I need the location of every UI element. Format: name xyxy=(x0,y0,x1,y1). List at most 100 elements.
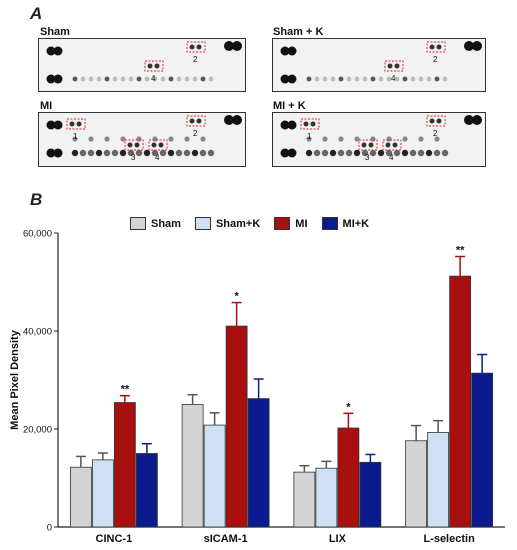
highlight-box xyxy=(66,118,86,130)
blot-title-sham: Sham xyxy=(40,26,70,38)
blot-array-spot xyxy=(143,149,151,157)
highlight-box xyxy=(300,118,320,130)
blot-array-spot xyxy=(345,149,353,157)
highlight-box xyxy=(124,139,144,151)
highlight-number: 4 xyxy=(391,74,396,83)
highlight-box xyxy=(426,115,446,127)
highlight-box xyxy=(358,139,378,151)
highlighted-spot xyxy=(147,63,153,69)
blot-array-spot xyxy=(425,149,433,157)
blot-array-spot xyxy=(306,76,312,82)
blot-array-spot xyxy=(433,149,441,157)
blot-array-spot xyxy=(167,149,175,157)
highlighted-spot xyxy=(189,118,195,124)
blot-array-spot xyxy=(175,149,183,157)
blot-reference-spot xyxy=(46,74,56,84)
blot-array-spot xyxy=(128,76,134,82)
legend-label-mi: MI xyxy=(295,217,308,230)
bar xyxy=(91,459,114,528)
panel-b-label: B xyxy=(30,190,43,209)
highlighted-spot xyxy=(189,44,195,50)
blot-array-spot xyxy=(79,149,87,157)
legend-item-sham-k: Sham+K xyxy=(194,217,260,230)
blot-array-spot xyxy=(338,76,344,82)
blot-array-spot xyxy=(370,136,376,142)
blot-reference-spot xyxy=(287,148,297,158)
blot-title-mi-k: MI + K xyxy=(273,100,306,112)
blot-array-spot xyxy=(192,76,198,82)
x-tick-label: CINC-1 xyxy=(96,533,133,545)
highlight-box xyxy=(382,139,402,151)
blot-array-spot xyxy=(71,149,79,157)
blot-array-spot xyxy=(322,136,328,142)
blot-array-spot xyxy=(88,136,94,142)
highlight-box xyxy=(384,60,404,72)
y-tick-label: 60,000 xyxy=(23,229,52,240)
bar xyxy=(293,471,316,528)
blot-array-spot xyxy=(80,76,86,82)
blot-reference-spot xyxy=(53,148,63,158)
blot-array-spot xyxy=(393,149,401,157)
highlight-number: 2 xyxy=(433,55,438,64)
blot-array-spot xyxy=(434,136,440,142)
highlight-number: 2 xyxy=(193,55,198,64)
blot-array-spot xyxy=(354,76,360,82)
chart-legend: Sham Sham+K MI MI+K xyxy=(130,217,369,230)
highlighted-spot xyxy=(361,142,367,148)
blot-array-spot xyxy=(361,149,369,157)
highlight-number: 3 xyxy=(365,153,370,162)
legend-swatch-sham-k xyxy=(194,217,211,230)
highlighted-spot xyxy=(429,118,435,124)
blot-reference-spot xyxy=(53,74,63,84)
highlighted-spot xyxy=(127,142,133,148)
blot-array-spot xyxy=(112,76,118,82)
blot-array-spot xyxy=(208,76,214,82)
blot-array-spot xyxy=(152,76,158,82)
highlighted-spot xyxy=(154,63,160,69)
blot-reference-spot xyxy=(472,115,482,125)
blot-array-spot xyxy=(329,149,337,157)
blot-array-spot xyxy=(87,149,95,157)
blot-reference-spot xyxy=(464,41,474,51)
blot-array-spot xyxy=(434,76,440,82)
blot-array-spot xyxy=(409,149,417,157)
highlighted-spot xyxy=(151,142,157,148)
blot-array-spot xyxy=(330,76,336,82)
blot-reference-spot xyxy=(287,120,297,130)
blot-reference-spot xyxy=(287,46,297,56)
bar xyxy=(359,461,382,528)
blot-reference-spot xyxy=(280,46,290,56)
bar xyxy=(471,372,494,528)
blot-array-spot xyxy=(418,136,424,142)
highlighted-spot xyxy=(303,121,309,127)
blot-reference-spot xyxy=(224,115,234,125)
bar xyxy=(427,432,450,528)
blot-array-spot xyxy=(72,136,78,142)
highlight-number: 3 xyxy=(131,153,136,162)
blot-reference-spot xyxy=(280,74,290,84)
highlight-box xyxy=(148,139,168,151)
blot-title-sham-k: Sham + K xyxy=(273,26,324,38)
highlighted-spot xyxy=(387,63,393,69)
blot-array-spot xyxy=(410,76,416,82)
blot-array-spot xyxy=(168,76,174,82)
blot-array-spot xyxy=(338,136,344,142)
blot-array-spot xyxy=(127,149,135,157)
blot-reference-spot xyxy=(232,115,242,125)
blot-array-spot xyxy=(386,76,392,82)
highlight-box xyxy=(426,41,446,53)
blot-array-spot xyxy=(354,136,360,142)
blot-array-spot xyxy=(418,76,424,82)
highlighted-spot xyxy=(385,142,391,148)
blot-array-spot xyxy=(200,76,206,82)
blot-array-spot xyxy=(120,76,126,82)
blot-array-spot xyxy=(322,76,328,82)
highlighted-spot xyxy=(368,142,374,148)
blot-array-spot xyxy=(313,149,321,157)
blot-array-spot xyxy=(135,149,143,157)
legend-label-mi-k: MI+K xyxy=(342,217,370,230)
blot-array-spot xyxy=(96,76,102,82)
blot-array-spot xyxy=(151,149,159,157)
blot-mi: 1 2 3 4 xyxy=(38,112,246,167)
